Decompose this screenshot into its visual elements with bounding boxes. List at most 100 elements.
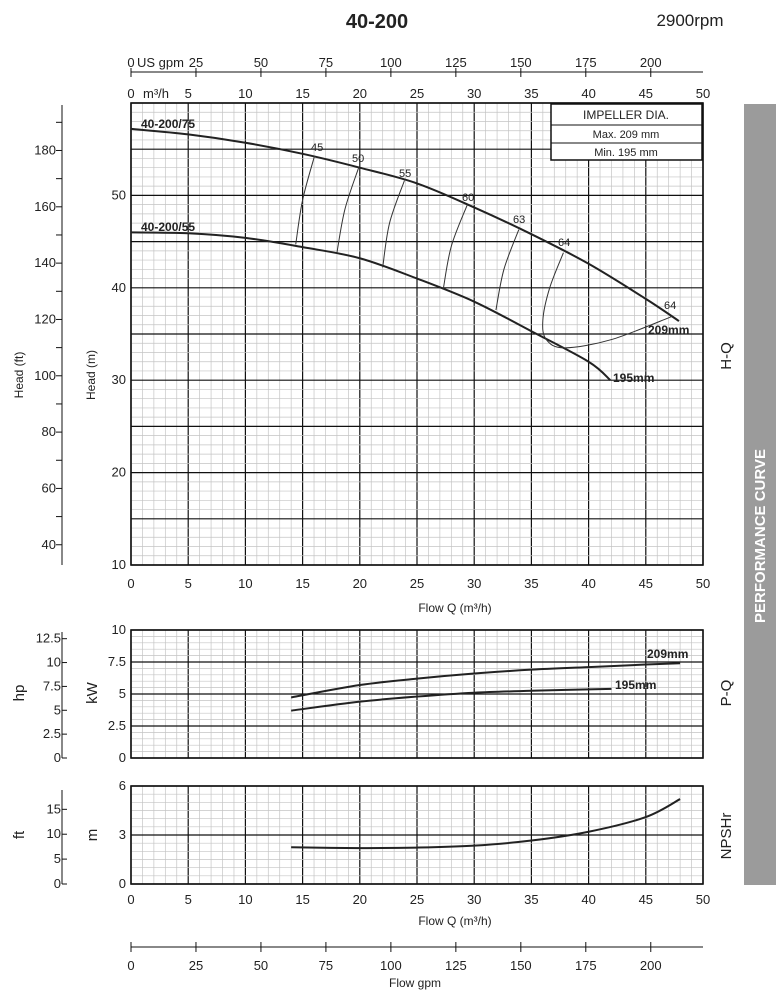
bottom-gpm-tick-label: 125 (445, 958, 467, 973)
npsh-ft-tick-label: 15 (47, 801, 61, 816)
top-gpm-tick-label: 75 (319, 55, 333, 70)
npsh-x-tick-label: 50 (696, 892, 710, 907)
hq-ft-tick-label: 100 (34, 368, 56, 383)
hq-x-tick-label: 35 (524, 576, 538, 591)
hq-ft-tick-label: 180 (34, 142, 56, 157)
hq-ylabel-m: Head (m) (84, 350, 98, 400)
top-gpm-tick-label: 50 (254, 55, 268, 70)
impeller-max: Max. 209 mm (593, 129, 660, 141)
top-m3h-tick-label: 5 (185, 86, 192, 101)
npsh-x-tick-label: 15 (295, 892, 309, 907)
npsh-m-tick-label: 3 (119, 827, 126, 842)
efficiency-label: 60 (462, 192, 474, 204)
top-m3h-tick-label: 20 (353, 86, 367, 101)
efficiency-line-55 (382, 180, 405, 268)
efficiency-label: 64 (664, 300, 676, 312)
pq-ylabel-kw: kW (84, 681, 101, 704)
hq-ft-tick-label: 120 (34, 311, 56, 326)
top-m3h-tick-label: 10 (238, 86, 252, 101)
hq-ylabel-ft: Head (ft) (12, 352, 26, 399)
hq-x-tick-label: 10 (238, 576, 252, 591)
hq-x-tick-label: 45 (639, 576, 653, 591)
hq-panel-label: H-Q (718, 342, 735, 370)
impeller-box: IMPELLER DIA. Max. 209 mm Min. 195 mm (550, 103, 703, 161)
hq-x-tick-label: 20 (353, 576, 367, 591)
hq-y-tick-label: 30 (112, 372, 126, 387)
efficiency-line-60 (442, 204, 468, 289)
model-label: 40-200/75 (141, 117, 195, 131)
hq-ft-tick-label: 80 (42, 424, 56, 439)
top-gpm-unit: US gpm (137, 55, 184, 70)
hq-curve-209mm (130, 127, 680, 322)
pq-kw-tick-label: 5 (119, 686, 126, 701)
efficiency-label: 63 (513, 214, 525, 226)
hq-diameter-label: 195mm (613, 371, 654, 385)
plot-frame-0 (130, 102, 704, 566)
hq-x-tick-label: 0 (127, 576, 134, 591)
npsh-curve (291, 798, 681, 850)
top-gpm-tick-label: 25 (189, 55, 203, 70)
bottom-gpm-tick-label: 200 (640, 958, 662, 973)
efficiency-line-50 (336, 167, 360, 253)
top-gpm-tick-label: 150 (510, 55, 532, 70)
top-m3h-tick-label: 15 (295, 86, 309, 101)
hq-xlabel: Flow Q (m³/h) (418, 601, 491, 615)
hq-x-tick-label: 25 (410, 576, 424, 591)
top-m3h-tick-label: 45 (639, 86, 653, 101)
bottom-gpm-tick-label: 50 (254, 958, 268, 973)
side-band (744, 104, 776, 885)
hq-ft-tick-label: 140 (34, 255, 56, 270)
pq-kw-tick-label: 7.5 (108, 654, 126, 669)
pq-hp-tick-label: 5 (54, 702, 61, 717)
pq-hp-tick-label: 7.5 (43, 678, 61, 693)
hq-ft-tick-label: 40 (42, 537, 56, 552)
pq-hp-tick-label: 10 (47, 655, 61, 670)
npsh-ft-tick-label: 10 (47, 826, 61, 841)
impeller-min: Min. 195 mm (594, 147, 658, 159)
bottom-gpm-tick-label: 0 (127, 958, 134, 973)
npsh-x-tick-label: 5 (185, 892, 192, 907)
npsh-xlabel: Flow Q (m³/h) (418, 914, 491, 928)
efficiency-line-63 (495, 229, 520, 311)
pq-diameter-label: 209mm (647, 647, 688, 661)
pq-diameter-label: 195mm (615, 678, 656, 692)
top-m3h-unit: m³/h (143, 86, 169, 101)
efficiency-label: 50 (352, 153, 364, 165)
pq-kw-tick-label: 0 (119, 750, 126, 765)
hq-ft-tick-label: 60 (42, 480, 56, 495)
bottom-gpm-label: Flow gpm (389, 976, 441, 990)
bottom-gpm-tick-label: 150 (510, 958, 532, 973)
efficiency-label: 45 (311, 142, 323, 154)
hq-x-tick-label: 40 (581, 576, 595, 591)
npsh-x-tick-label: 35 (524, 892, 538, 907)
pq-curve-209mm (290, 662, 681, 699)
hq-ft-tick-label: 160 (34, 199, 56, 214)
npsh-x-tick-label: 20 (353, 892, 367, 907)
top-m3h-tick-label: 40 (581, 86, 595, 101)
npsh-x-tick-label: 10 (238, 892, 252, 907)
top-gpm-tick-label: 125 (445, 55, 467, 70)
top-m3h-tick-label: 50 (696, 86, 710, 101)
top-gpm-tick-label: 200 (640, 55, 662, 70)
efficiency-label: 55 (399, 168, 411, 180)
pq-curve-195mm (291, 687, 612, 712)
npsh-ylabel-ft: ft (11, 830, 28, 839)
efficiency-label: 64 (558, 237, 570, 249)
npsh-x-tick-label: 25 (410, 892, 424, 907)
model-label: 40-200/55 (141, 220, 195, 234)
bottom-gpm-tick-label: 25 (189, 958, 203, 973)
npsh-x-tick-label: 0 (127, 892, 134, 907)
npsh-x-tick-label: 30 (467, 892, 481, 907)
top-m3h-tick-label: 25 (410, 86, 424, 101)
plot-frame-2 (130, 785, 704, 885)
efficiency-line-45 (295, 155, 316, 245)
chart-title: 40-200 (346, 11, 408, 33)
hq-y-tick-label: 40 (112, 280, 126, 295)
bottom-gpm-tick-label: 100 (380, 958, 402, 973)
plot-frame-1 (130, 629, 704, 759)
npsh-ft-tick-label: 5 (54, 851, 61, 866)
hq-x-tick-label: 50 (696, 576, 710, 591)
npsh-x-tick-label: 45 (639, 892, 653, 907)
hq-y-tick-label: 20 (112, 465, 126, 480)
